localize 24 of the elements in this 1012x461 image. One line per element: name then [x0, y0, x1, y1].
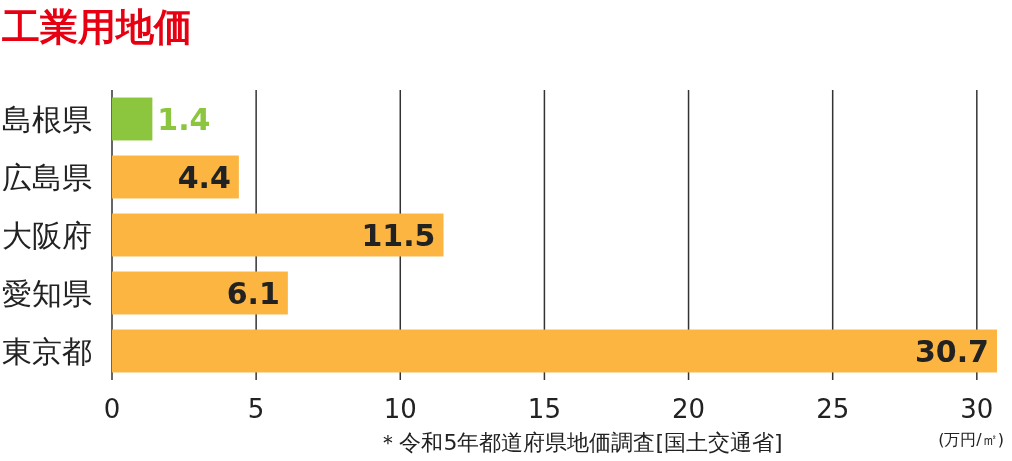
data-label: 1.4 — [157, 102, 211, 137]
x-tick-label: 30 — [960, 394, 994, 424]
x-tick-label: 20 — [672, 394, 706, 424]
x-tick-label: 10 — [383, 394, 417, 424]
x-tick-label: 25 — [816, 394, 850, 424]
data-label: 30.7 — [914, 334, 989, 369]
bar — [112, 213, 444, 257]
chart-title: 工業用地価 — [2, 5, 192, 49]
x-tick-label: 15 — [527, 394, 561, 424]
y-tick-label: 東京都 — [2, 334, 92, 369]
y-tick-label: 広島県 — [2, 160, 92, 195]
data-label: 6.1 — [226, 276, 280, 311]
data-label: 11.5 — [361, 218, 436, 253]
y-tick-label: 島根県 — [2, 102, 92, 137]
data-label: 4.4 — [177, 160, 231, 195]
y-tick-label: 愛知県 — [2, 276, 92, 311]
bar — [112, 329, 997, 373]
x-axis-title: (万円/㎡) — [938, 430, 1004, 449]
bar — [112, 271, 288, 315]
x-tick-label: 0 — [103, 394, 121, 424]
bar — [112, 97, 153, 141]
y-tick-label: 大阪府 — [2, 218, 92, 253]
x-tick-label: 5 — [247, 394, 265, 424]
text: ＊令和5年都道府県地価調査[国土交通省] — [377, 430, 783, 455]
